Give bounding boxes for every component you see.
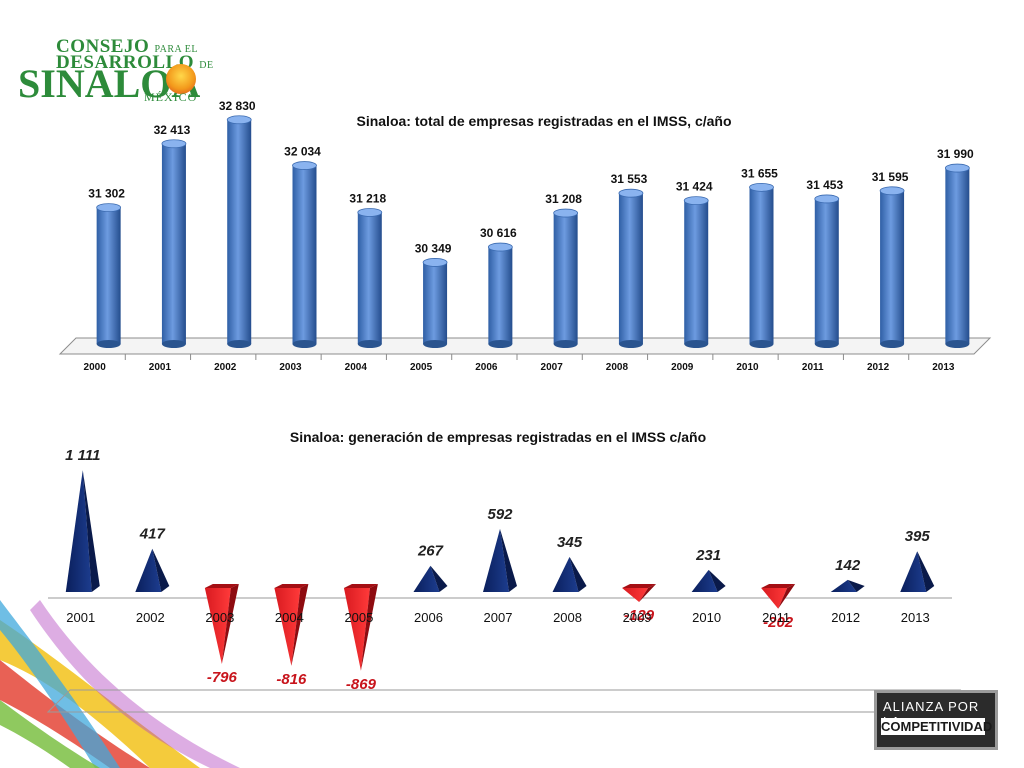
logo-line-desarrollo: DESARROLLO DE xyxy=(56,52,214,73)
chart2-tick-label: 2003 xyxy=(205,610,234,625)
chart1-data-label: 31 655 xyxy=(741,166,778,180)
chart1-data-label: 32 830 xyxy=(219,99,256,113)
chart1-title: Sinaloa: total de empresas registradas e… xyxy=(356,113,731,129)
chart2-bar xyxy=(413,565,448,592)
chart2-floor xyxy=(46,689,962,713)
chart1-data-label: 31 453 xyxy=(806,178,843,192)
chart1-tick-label: 2011 xyxy=(802,362,824,373)
chart1-bar xyxy=(487,242,513,348)
chart2-data-label: 395 xyxy=(905,528,931,545)
chart1-data-label: 31 208 xyxy=(545,192,582,206)
chart1-bar xyxy=(553,208,579,348)
chart1-tick-label: 2002 xyxy=(214,362,237,373)
chart2-bar xyxy=(343,584,378,671)
chart1-data-label: 31 424 xyxy=(676,180,713,194)
chart1-bar xyxy=(292,161,317,348)
chart2-data-label: -796 xyxy=(207,669,238,686)
chart2-tick-label: 2007 xyxy=(484,610,513,625)
chart1-tick-label: 2000 xyxy=(84,362,107,373)
chart1-data-label: 31 218 xyxy=(349,191,386,205)
chart1-bar xyxy=(357,208,383,348)
chart1-data-label: 32 034 xyxy=(284,145,321,159)
chart2-data-label: -129 xyxy=(624,607,655,624)
logo-line-consejo: CONSEJO PARA EL xyxy=(56,36,198,57)
chart2-bar xyxy=(65,470,100,592)
chart2-data-label: 231 xyxy=(695,547,721,564)
chart2-tick-label: 2005 xyxy=(344,610,373,625)
chart1-bar xyxy=(161,139,187,348)
chart1-floor xyxy=(58,337,992,355)
chart2-tick-label: 2006 xyxy=(414,610,443,625)
chart1-bar xyxy=(944,163,970,348)
chart2-tick-label: 2012 xyxy=(831,610,860,625)
chart1-bar xyxy=(749,182,774,348)
chart1-bar xyxy=(226,115,252,348)
chart2-tick-label: 2002 xyxy=(136,610,165,625)
chart2-data-label: 267 xyxy=(417,543,444,560)
chart1-tick-label: 2007 xyxy=(541,362,564,373)
chart1-bar xyxy=(814,194,840,348)
decorative-swoosh xyxy=(0,600,240,768)
chart2-bar xyxy=(622,584,657,602)
chart2-data-label: 345 xyxy=(557,534,583,551)
chart1-tick-label: 2008 xyxy=(606,362,629,373)
chart1-tick-label: 2005 xyxy=(410,362,433,373)
chart1-tick-label: 2013 xyxy=(932,362,955,373)
chart1-data-label: 31 990 xyxy=(937,147,974,161)
chart2-data-label: -869 xyxy=(346,676,377,693)
chart1-tick-label: 2012 xyxy=(867,362,890,373)
chart1-data-label: 31 595 xyxy=(872,170,909,184)
chart2-data-label: -202 xyxy=(763,614,794,631)
chart2-bar xyxy=(274,584,309,666)
chart2-bar xyxy=(900,551,935,592)
chart2-bar xyxy=(691,569,726,592)
chart1-bar xyxy=(96,203,122,348)
chart2-tick-label: 2011 xyxy=(762,610,790,625)
chart1-tick-label: 2010 xyxy=(736,362,759,373)
chart1-data-label: 30 616 xyxy=(480,226,517,240)
chart1-data-label: 31 553 xyxy=(611,172,648,186)
alianza-competitividad-logo: ALIANZA POR LA COMPETITIVIDAD xyxy=(874,690,998,750)
chart2-bar xyxy=(483,528,517,592)
chart1-bar xyxy=(422,258,448,348)
total-companies-chart: Sinaloa: total de empresas registradas e… xyxy=(58,99,992,373)
chart1-tick-label: 2009 xyxy=(671,362,694,373)
chart2-tick-label: 2004 xyxy=(275,610,304,625)
chart2-data-label: 592 xyxy=(487,506,513,523)
chart2-bar xyxy=(761,584,796,609)
chart2-tick-label: 2001 xyxy=(66,610,95,625)
chart1-data-label: 30 349 xyxy=(415,241,452,255)
chart2-data-label: 1 111 xyxy=(65,447,100,464)
chart2-tick-label: 2009 xyxy=(623,610,652,625)
chart2-title: Sinaloa: generación de empresas registra… xyxy=(290,429,706,445)
consejo-sinaloa-logo: CONSEJO PARA EL DESARROLLO DE SINALOA MÉ… xyxy=(18,36,238,106)
alianza-line2: COMPETITIVIDAD xyxy=(881,718,993,735)
new-companies-chart: Sinaloa: generación de empresas registra… xyxy=(46,429,962,713)
chart1-data-label: 32 413 xyxy=(154,123,191,137)
chart1-bar xyxy=(879,186,905,348)
chart1-tick-label: 2001 xyxy=(149,362,172,373)
chart2-bar xyxy=(204,584,239,664)
chart2-bar xyxy=(135,548,170,592)
chart2-data-label: 417 xyxy=(139,526,166,543)
chart1-bar xyxy=(618,188,644,348)
chart1-tick-label: 2004 xyxy=(345,362,368,373)
chart2-tick-label: 2008 xyxy=(553,610,582,625)
chart1-data-label: 31 302 xyxy=(88,187,125,201)
chart2-data-label: 142 xyxy=(835,557,861,574)
chart2-tick-label: 2010 xyxy=(692,610,721,625)
chart2-data-label: -816 xyxy=(276,671,307,688)
chart1-tick-label: 2006 xyxy=(475,362,498,373)
chart1-tick-label: 2003 xyxy=(279,362,302,373)
logo-sun-icon xyxy=(166,64,196,94)
chart2-bar xyxy=(830,579,865,592)
logo-line-mexico: MÉXICO xyxy=(144,90,198,104)
chart2-tick-label: 2013 xyxy=(901,610,930,625)
chart1-bar xyxy=(683,196,709,348)
chart2-bar xyxy=(552,556,587,592)
